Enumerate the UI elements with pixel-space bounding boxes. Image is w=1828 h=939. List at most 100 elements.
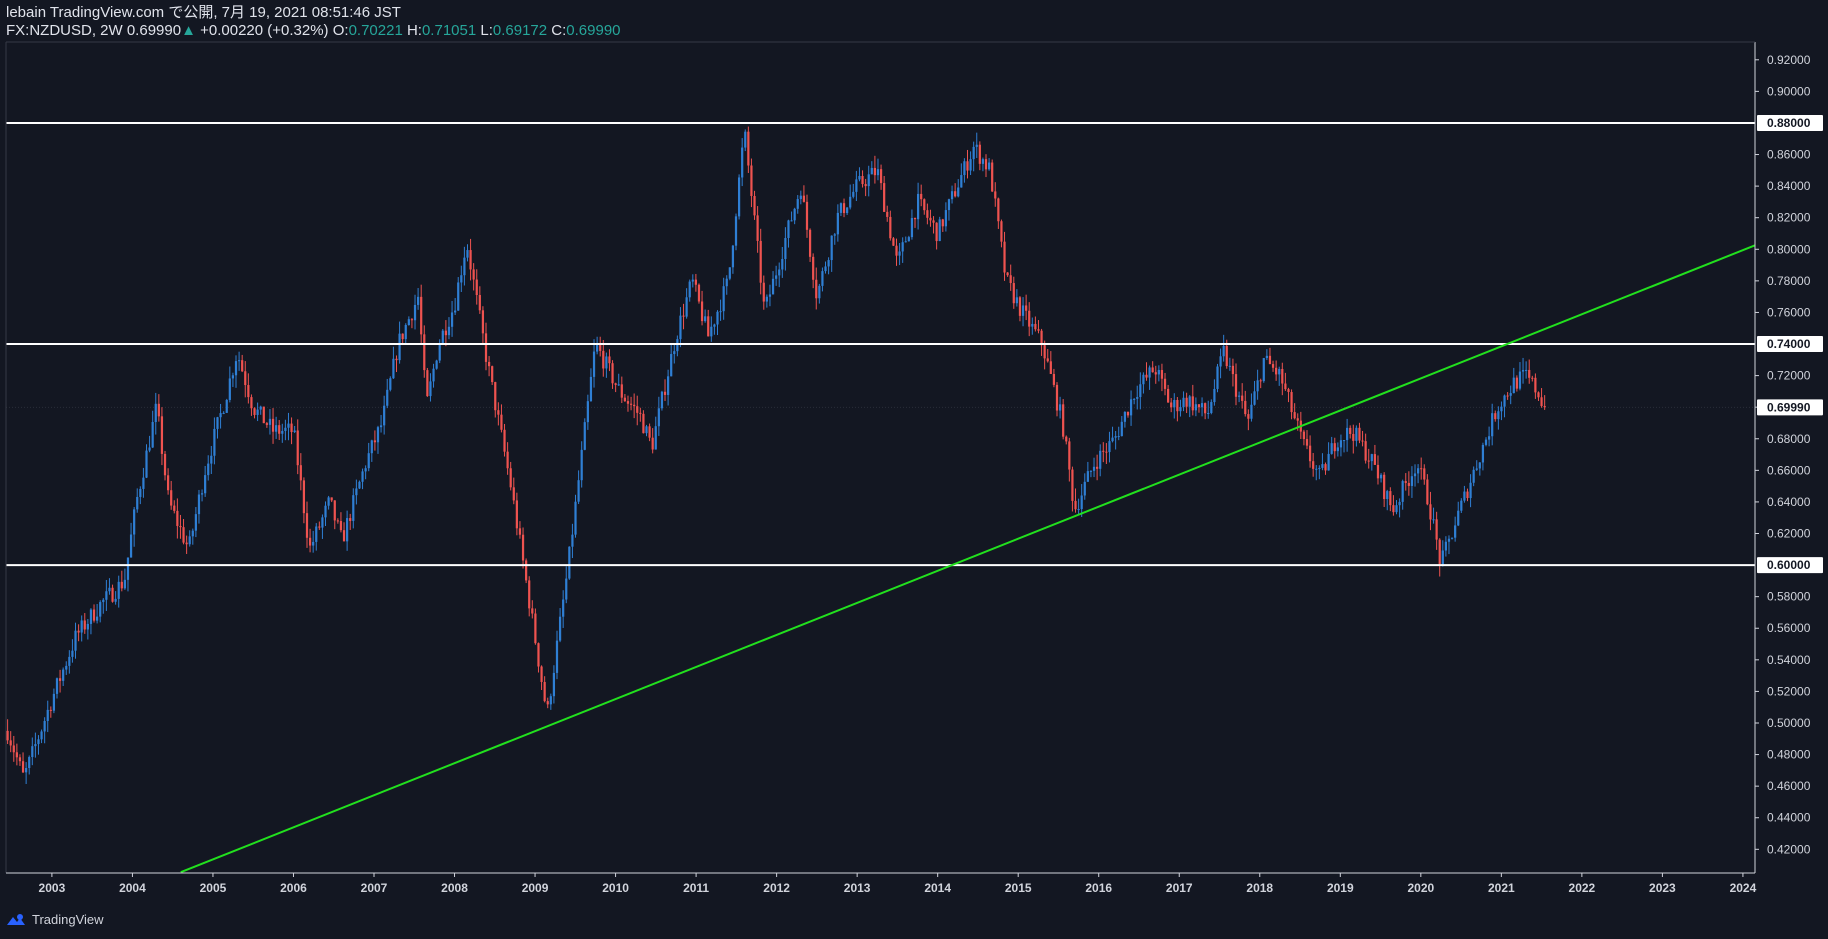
- candle-body: [413, 304, 417, 321]
- candle-body: [102, 599, 105, 603]
- candle-body: [308, 537, 312, 546]
- candle-body: [775, 275, 778, 279]
- candle-body: [1268, 355, 1272, 365]
- time-tick-label: 2015: [1005, 881, 1032, 895]
- candle-body: [361, 471, 364, 482]
- candle-body: [617, 384, 620, 386]
- candle-body: [506, 451, 509, 469]
- candle-body: [244, 371, 247, 386]
- candle-body: [537, 643, 540, 667]
- candle-body: [904, 241, 907, 243]
- candle-body: [984, 159, 988, 170]
- candle-body: [6, 730, 9, 741]
- candle-body: [935, 222, 938, 242]
- candle-body: [179, 525, 182, 528]
- price-tick-label: 0.82000: [1767, 211, 1811, 225]
- price-tag-label: 0.60000: [1767, 558, 1811, 572]
- candle-body: [1487, 436, 1491, 440]
- candle-body: [370, 440, 373, 454]
- candle-body: [1222, 345, 1225, 357]
- candle-body: [37, 739, 40, 745]
- candle-body: [558, 616, 562, 641]
- candle-body: [670, 354, 673, 377]
- candle-body: [1194, 404, 1197, 411]
- candle-body: [185, 542, 188, 545]
- trendline[interactable]: [180, 244, 1756, 874]
- candle-body: [1420, 468, 1423, 470]
- candle-body: [1333, 443, 1336, 452]
- candle-body: [1293, 412, 1296, 419]
- candle-body: [1256, 380, 1259, 392]
- candle-body: [534, 613, 537, 644]
- time-tick-label: 2011: [683, 881, 709, 895]
- low-label: L:: [480, 22, 493, 39]
- candle-body: [9, 740, 12, 746]
- candle-body: [1108, 441, 1111, 453]
- candle-body: [876, 169, 880, 176]
- candle-body: [182, 527, 185, 543]
- candle-body: [1416, 468, 1420, 474]
- candle-body: [571, 534, 574, 547]
- candle-body: [589, 376, 593, 402]
- candle-body: [111, 587, 114, 602]
- candle-body: [293, 430, 296, 433]
- candle-body: [68, 656, 71, 666]
- candle-body: [234, 361, 238, 376]
- candle-body: [666, 376, 670, 395]
- candle-body: [1191, 396, 1194, 411]
- trendline-group[interactable]: [180, 244, 1756, 874]
- candle-body: [818, 285, 821, 299]
- candle-body: [1383, 474, 1386, 499]
- candle-body: [849, 196, 852, 208]
- candle-body: [833, 234, 836, 236]
- candle-body: [750, 165, 753, 196]
- tradingview-brand[interactable]: TradingView: [6, 912, 104, 927]
- candle-body: [1262, 358, 1265, 382]
- time-tick-label: 2023: [1649, 881, 1676, 895]
- candle-body: [28, 757, 31, 769]
- candle-body: [704, 316, 707, 322]
- candle-body: [376, 427, 380, 443]
- candle-body: [543, 681, 546, 702]
- candle-body: [725, 278, 728, 287]
- candle-body: [1503, 395, 1506, 407]
- candle-body: [947, 199, 951, 211]
- candle-body: [379, 425, 383, 428]
- candle-body: [1321, 464, 1324, 468]
- price-tick-label: 0.80000: [1767, 242, 1811, 256]
- candle-body: [583, 422, 586, 450]
- candle-body: [879, 169, 883, 184]
- candle-body: [99, 602, 102, 617]
- candle-body: [271, 418, 275, 432]
- candle-body: [43, 720, 46, 732]
- price-axis[interactable]: 0.92000 0.90000 0.86000 0.84000 0.82000 0.800…: [5, 41, 1823, 873]
- candle-body: [15, 752, 18, 758]
- candle-body: [1410, 476, 1414, 486]
- candle-body: [55, 678, 59, 694]
- candle-body: [256, 409, 259, 415]
- candle-body: [40, 731, 43, 740]
- candle-body: [299, 465, 302, 481]
- candle-body: [1241, 395, 1244, 401]
- candle-body: [1472, 469, 1475, 483]
- candle-body: [870, 167, 873, 175]
- candle-body: [1040, 330, 1043, 346]
- candle-body: [1413, 473, 1417, 477]
- candle-body: [290, 423, 293, 433]
- candle-body: [145, 450, 148, 478]
- candle-body: [577, 480, 580, 502]
- candle-body: [1367, 460, 1370, 462]
- candle-body: [1528, 369, 1531, 378]
- candle-body: [1494, 413, 1497, 420]
- horizontal-lines[interactable]: [6, 121, 1755, 567]
- time-axis[interactable]: 2003 2004 2005 2006 2007 2008 2009 2010 2011 2012…: [6, 872, 1757, 895]
- candle-body: [960, 175, 963, 188]
- price-tick-label: 0.42000: [1767, 842, 1811, 856]
- candle-body: [824, 266, 827, 272]
- candle-body: [89, 609, 93, 624]
- candle-body: [812, 256, 815, 280]
- candle-body: [642, 413, 645, 434]
- candle-body: [932, 220, 935, 223]
- candle-body: [1253, 391, 1256, 405]
